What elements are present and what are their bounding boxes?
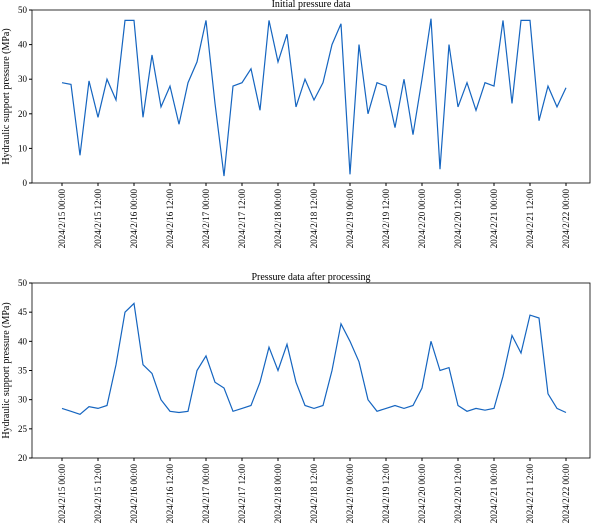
x-tick-label: 2024/2/20 12:00 xyxy=(453,189,463,249)
x-tick-label: 2024/2/20 00:00 xyxy=(417,189,427,249)
x-tick-label: 2024/2/20 12:00 xyxy=(453,464,463,524)
x-tick-label: 2024/2/18 00:00 xyxy=(273,464,283,524)
plot-frame xyxy=(31,282,591,459)
plot-frame xyxy=(31,9,591,184)
x-tick-label: 2024/2/17 12:00 xyxy=(237,464,247,524)
y-tick-label: 35 xyxy=(18,366,28,376)
x-tick-label: 2024/2/17 00:00 xyxy=(201,189,211,249)
x-tick-label: 2024/2/22 00:00 xyxy=(561,464,571,524)
data-line xyxy=(61,18,567,177)
y-tick-label: 20 xyxy=(18,453,28,463)
y-tick-label: 50 xyxy=(18,5,28,15)
y-tick-label: 50 xyxy=(18,278,28,288)
x-tick-label: 2024/2/16 00:00 xyxy=(129,189,139,249)
x-tick-label: 2024/2/21 00:00 xyxy=(489,464,499,524)
chart-title: Pressure data after processing xyxy=(251,272,370,283)
y-tick-label: 20 xyxy=(18,109,28,119)
x-tick-label: 2024/2/18 00:00 xyxy=(273,189,283,249)
x-tick-label: 2024/2/15 12:00 xyxy=(93,464,103,524)
y-axis-label: Hydraulic support pressure (MPa) xyxy=(1,302,12,438)
x-tick-label: 2024/2/17 00:00 xyxy=(201,464,211,524)
y-tick-label: 25 xyxy=(18,424,28,434)
x-tick-label: 2024/2/21 12:00 xyxy=(525,464,535,524)
x-tick-label: 2024/2/19 00:00 xyxy=(345,189,355,249)
x-tick-label: 2024/2/20 00:00 xyxy=(417,464,427,524)
x-tick-label: 2024/2/21 00:00 xyxy=(489,189,499,249)
x-tick-label: 2024/2/16 12:00 xyxy=(165,464,175,524)
chart-title: Initial pressure data xyxy=(272,0,351,10)
x-tick-label: 2024/2/19 12:00 xyxy=(381,464,391,524)
y-tick-label: 30 xyxy=(18,395,28,405)
x-tick-label: 2024/2/18 12:00 xyxy=(309,464,319,524)
y-tick-label: 30 xyxy=(18,74,28,84)
x-tick-label: 2024/2/15 12:00 xyxy=(93,189,103,249)
y-tick-label: 10 xyxy=(18,143,28,153)
x-tick-label: 2024/2/16 12:00 xyxy=(165,189,175,249)
x-tick-label: 2024/2/19 12:00 xyxy=(381,189,391,249)
y-axis-label: Hydraulic support pressure (MPa) xyxy=(1,28,12,164)
y-tick-label: 45 xyxy=(18,307,28,317)
x-tick-label: 2024/2/15 00:00 xyxy=(57,464,67,524)
x-tick-label: 2024/2/21 12:00 xyxy=(525,189,535,249)
x-tick-label: 2024/2/18 12:00 xyxy=(309,189,319,249)
y-tick-label: 40 xyxy=(18,40,28,50)
x-tick-label: 2024/2/17 12:00 xyxy=(237,189,247,249)
y-tick-label: 0 xyxy=(23,178,28,188)
data-line xyxy=(61,302,567,415)
x-tick-label: 2024/2/16 00:00 xyxy=(129,464,139,524)
x-tick-label: 2024/2/15 00:00 xyxy=(57,189,67,249)
y-tick-label: 40 xyxy=(18,336,28,346)
x-tick-label: 2024/2/22 00:00 xyxy=(561,189,571,249)
x-tick-label: 2024/2/19 00:00 xyxy=(345,464,355,524)
